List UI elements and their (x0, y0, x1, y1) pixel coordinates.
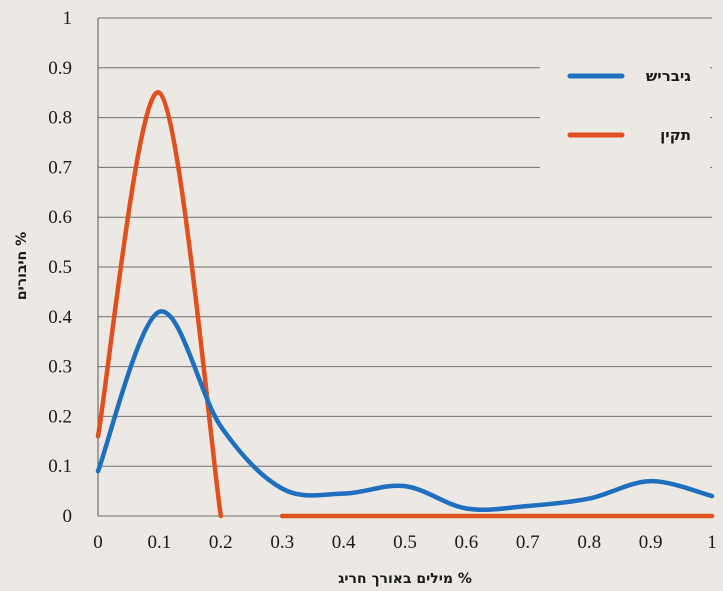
tick-labels: 0 0.1 0.2 0.3 0.4 0.5 0.6 0.7 0.8 0.9 1 0 0.1 0.2 0.3 0… (48, 8, 717, 553)
legend-label-normal: תקין (660, 126, 691, 144)
x-tick-label: 0.9 (639, 532, 663, 553)
y-tick-label: 0.1 (48, 456, 72, 477)
legend-label-gibberish: גיבריש (646, 67, 691, 85)
y-tick-label: 0.7 (48, 157, 72, 178)
x-tick-label: 0.8 (577, 532, 601, 553)
x-axis-title: % מילים באורך חריג (338, 571, 472, 587)
x-tick-label: 0.5 (393, 532, 417, 553)
x-tick-label: 0.7 (516, 532, 540, 553)
y-tick-label: 0.2 (48, 406, 72, 427)
x-tick-label: 0.4 (332, 532, 356, 553)
y-tick-label: 0.8 (48, 108, 72, 129)
series-line-normal (95, 90, 224, 519)
y-tick-label: 0.6 (48, 207, 72, 228)
x-tick-label: 0 (93, 532, 103, 553)
y-axis-title: % חיבורים (14, 232, 30, 300)
legend-background (540, 47, 710, 170)
y-tick-label: 1 (63, 8, 73, 29)
y-tick-label: 0.4 (48, 307, 72, 328)
x-tick-label: 0.6 (455, 532, 479, 553)
series-lines (95, 90, 715, 519)
y-tick-label: 0 (63, 506, 73, 527)
x-tick-label: 0.2 (209, 532, 233, 553)
y-tick-label: 0.9 (48, 58, 72, 79)
x-tick-label: 1 (707, 532, 717, 553)
x-tick-label: 0.3 (270, 532, 294, 553)
x-tick-label: 0.1 (148, 532, 172, 553)
y-tick-label: 0.3 (48, 357, 72, 378)
legend: גיבריש תקין (567, 67, 691, 144)
series-line-gibberish (95, 309, 715, 512)
y-tick-label: 0.5 (48, 257, 72, 278)
